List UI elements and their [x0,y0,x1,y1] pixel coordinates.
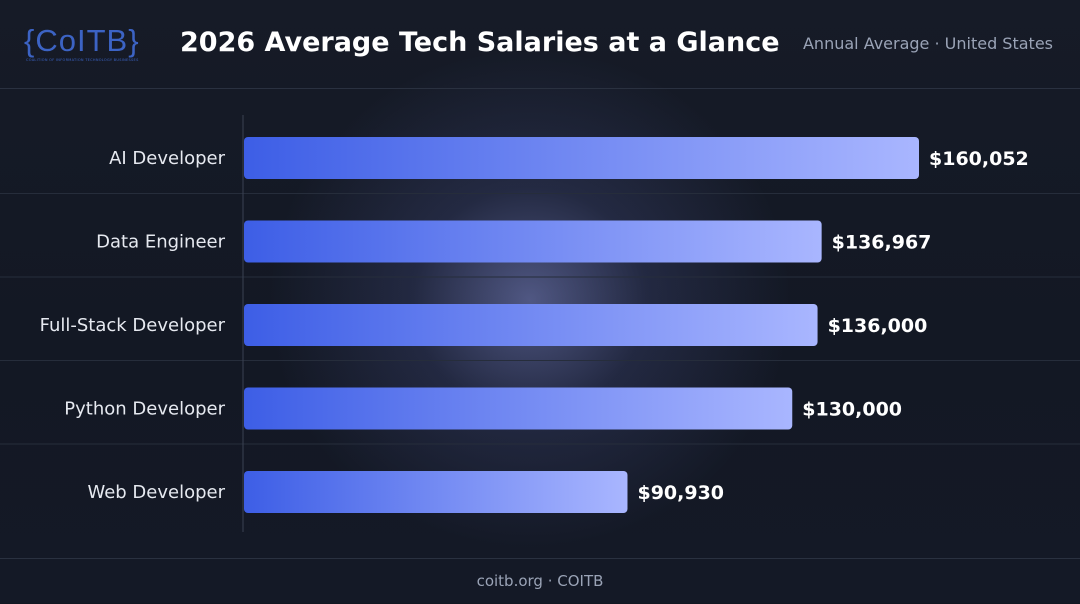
bar [244,220,822,263]
category-label: AI Developer [109,148,226,169]
page-title: 2026 Average Tech Salaries at a Glance [180,27,780,58]
value-label: $90,930 [637,482,724,504]
category-label: Full-Stack Developer [40,315,226,336]
category-label: Python Developer [64,399,225,420]
bar [244,471,628,513]
value-label: $136,967 [832,232,932,254]
value-label: $130,000 [802,399,902,421]
chart-svg: AI Developer $160,052 Data Engineer $136,96… [0,115,1080,532]
logo-tagline: COALITION OF INFORMATION TECHNOLOGY BUSI… [26,58,139,62]
category-label: Data Engineer [96,232,225,253]
bar [244,137,919,179]
page-subtitle: Annual Average · United States [802,34,1053,53]
salary-bar-chart: AI Developer $160,052 Data Engineer $136,96… [0,89,1080,557]
value-label: $136,000 [828,315,928,337]
footer-credit: coitb.org · COITB [476,572,604,590]
bar [244,387,793,430]
header: {CoITB} COALITION OF INFORMATION TECHNOL… [0,0,1080,89]
value-label: $160,052 [929,148,1029,170]
coitb-logo: {CoITB} COALITION OF INFORMATION TECHNOL… [24,22,156,64]
bar [244,304,818,346]
logo-wordmark: {CoITB} [24,23,140,58]
category-label: Web Developer [87,482,225,503]
footer: coitb.org · COITB [0,558,1080,604]
